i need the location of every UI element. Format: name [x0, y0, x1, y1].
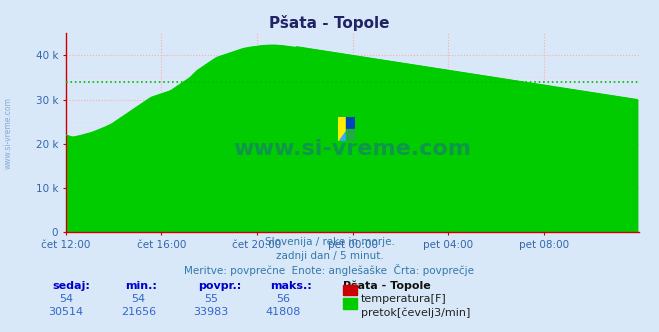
Text: sedaj:: sedaj: — [53, 281, 90, 290]
Text: Meritve: povprečne  Enote: anglešaške  Črta: povprečje: Meritve: povprečne Enote: anglešaške Črt… — [185, 264, 474, 276]
Text: min.:: min.: — [125, 281, 157, 290]
Text: povpr.:: povpr.: — [198, 281, 241, 290]
Text: Pšata - Topole: Pšata - Topole — [343, 281, 430, 291]
Text: pretok[čevelj3/min]: pretok[čevelj3/min] — [361, 307, 471, 318]
Text: 54: 54 — [59, 294, 73, 304]
Text: zadnji dan / 5 minut.: zadnji dan / 5 minut. — [275, 251, 384, 261]
Bar — [338, 117, 347, 129]
Text: Pšata - Topole: Pšata - Topole — [270, 15, 389, 31]
Text: 54: 54 — [131, 294, 146, 304]
Text: 41808: 41808 — [266, 307, 301, 317]
Text: 33983: 33983 — [193, 307, 229, 317]
Text: Slovenija / reke in morje.: Slovenija / reke in morje. — [264, 237, 395, 247]
Bar — [347, 129, 355, 140]
Polygon shape — [347, 117, 355, 129]
Text: maks.:: maks.: — [270, 281, 312, 290]
Text: temperatura[F]: temperatura[F] — [361, 294, 447, 304]
Text: 55: 55 — [204, 294, 218, 304]
Text: www.si-vreme.com: www.si-vreme.com — [3, 97, 13, 169]
Text: 21656: 21656 — [121, 307, 156, 317]
Text: www.si-vreme.com: www.si-vreme.com — [233, 139, 472, 159]
Text: 30514: 30514 — [48, 307, 84, 317]
Polygon shape — [338, 129, 347, 140]
Polygon shape — [338, 117, 347, 140]
Polygon shape — [347, 129, 355, 140]
Text: 56: 56 — [276, 294, 291, 304]
